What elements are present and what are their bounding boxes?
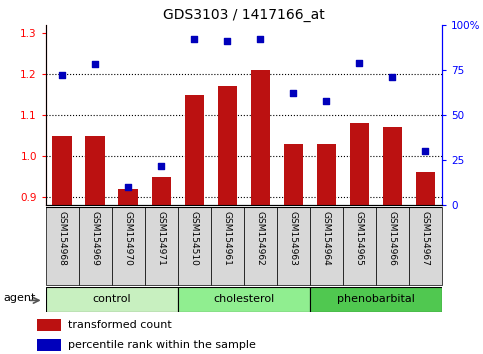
FancyBboxPatch shape bbox=[178, 287, 310, 312]
Text: phenobarbital: phenobarbital bbox=[337, 294, 415, 304]
Point bbox=[323, 98, 330, 103]
Text: GSM154969: GSM154969 bbox=[91, 211, 100, 266]
Title: GDS3103 / 1417166_at: GDS3103 / 1417166_at bbox=[163, 8, 325, 22]
Text: transformed count: transformed count bbox=[68, 320, 171, 330]
Bar bbox=[217, 86, 237, 205]
Text: control: control bbox=[93, 294, 131, 304]
Bar bbox=[152, 177, 171, 205]
FancyBboxPatch shape bbox=[277, 207, 310, 285]
Text: percentile rank within the sample: percentile rank within the sample bbox=[68, 340, 256, 350]
Point bbox=[289, 91, 297, 96]
Point bbox=[256, 36, 264, 42]
Point bbox=[125, 184, 132, 190]
FancyBboxPatch shape bbox=[46, 207, 79, 285]
Point bbox=[355, 60, 363, 65]
Bar bbox=[53, 136, 72, 205]
Bar bbox=[37, 319, 61, 331]
FancyBboxPatch shape bbox=[310, 207, 343, 285]
Text: GSM154961: GSM154961 bbox=[223, 211, 232, 266]
Bar bbox=[185, 95, 204, 205]
Text: GSM154966: GSM154966 bbox=[388, 211, 397, 266]
Text: GSM154510: GSM154510 bbox=[190, 211, 199, 266]
Bar bbox=[284, 144, 303, 205]
Point bbox=[422, 148, 429, 154]
Bar bbox=[85, 136, 105, 205]
Text: GSM154971: GSM154971 bbox=[157, 211, 166, 266]
Point bbox=[91, 62, 99, 67]
Bar bbox=[383, 127, 402, 205]
Bar bbox=[415, 172, 435, 205]
FancyBboxPatch shape bbox=[409, 207, 442, 285]
FancyBboxPatch shape bbox=[79, 207, 112, 285]
Bar bbox=[251, 70, 270, 205]
Point bbox=[190, 36, 198, 42]
Bar bbox=[350, 123, 369, 205]
FancyBboxPatch shape bbox=[244, 207, 277, 285]
Text: GSM154968: GSM154968 bbox=[58, 211, 67, 266]
Text: agent: agent bbox=[4, 293, 36, 303]
Bar bbox=[118, 189, 138, 205]
Bar bbox=[316, 144, 336, 205]
Point bbox=[58, 73, 66, 78]
Text: GSM154963: GSM154963 bbox=[289, 211, 298, 266]
FancyBboxPatch shape bbox=[112, 207, 145, 285]
Bar bbox=[37, 339, 61, 351]
Text: cholesterol: cholesterol bbox=[213, 294, 274, 304]
FancyBboxPatch shape bbox=[211, 207, 244, 285]
Text: GSM154965: GSM154965 bbox=[355, 211, 364, 266]
FancyBboxPatch shape bbox=[376, 207, 409, 285]
FancyBboxPatch shape bbox=[343, 207, 376, 285]
FancyBboxPatch shape bbox=[310, 287, 442, 312]
FancyBboxPatch shape bbox=[178, 207, 211, 285]
FancyBboxPatch shape bbox=[145, 207, 178, 285]
FancyBboxPatch shape bbox=[46, 287, 178, 312]
Text: GSM154967: GSM154967 bbox=[421, 211, 430, 266]
Text: GSM154970: GSM154970 bbox=[124, 211, 133, 266]
Point bbox=[157, 163, 165, 169]
Text: GSM154962: GSM154962 bbox=[256, 211, 265, 266]
Point bbox=[224, 38, 231, 44]
Point bbox=[388, 74, 396, 80]
Text: GSM154964: GSM154964 bbox=[322, 211, 331, 266]
